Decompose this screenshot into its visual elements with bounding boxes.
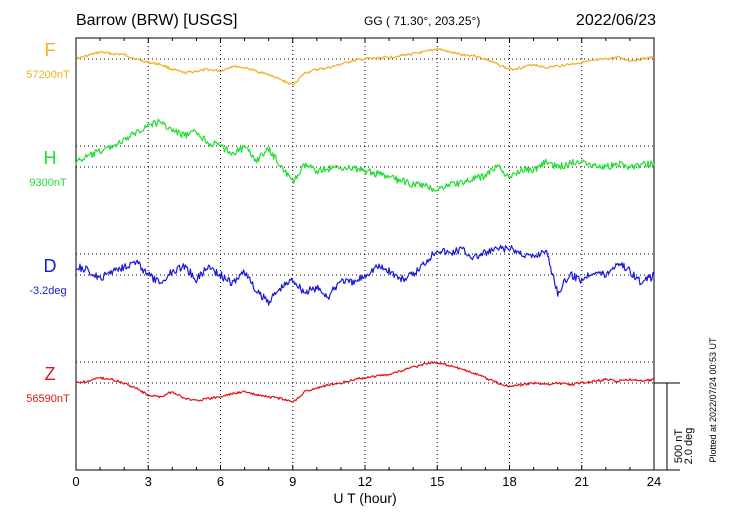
series-traces <box>75 47 655 403</box>
series-name-d: D <box>44 256 57 276</box>
series-name-f: F <box>45 40 56 60</box>
series-name-z: Z <box>45 364 56 384</box>
x-tick-label-24: 24 <box>647 474 661 489</box>
x-tick-label-3: 3 <box>145 474 152 489</box>
series-name-h: H <box>44 148 57 168</box>
x-tick-label-6: 6 <box>217 474 224 489</box>
series-baseline-label-f: 57200nT <box>26 69 70 81</box>
series-line-z <box>75 361 655 403</box>
grid-lines <box>76 38 654 470</box>
series-line-h <box>75 118 655 193</box>
series-labels: F 57200nT H 9300nT D -3.2deg Z 56590nT <box>26 40 70 405</box>
x-tick-label-12: 12 <box>358 474 372 489</box>
x-axis-title: U T (hour) <box>333 490 396 506</box>
scale-bar-deg-label: 2.0 deg <box>683 428 695 465</box>
scale-bar: 500 nT 2.0 deg <box>654 382 695 471</box>
axis-ticks: 0 3 6 9 12 15 18 21 24 <box>72 38 661 489</box>
scale-bar-nt-label: 500 nT <box>673 429 685 464</box>
series-baseline-label-z: 56590nT <box>26 393 70 405</box>
series-line-f <box>75 47 655 86</box>
series-baseline-label-d: -3.2deg <box>29 285 66 297</box>
station-title: Barrow (BRW) [USGS] <box>76 12 238 29</box>
x-tick-label-9: 9 <box>289 474 296 489</box>
series-line-d <box>75 244 655 306</box>
x-tick-label-0: 0 <box>72 474 79 489</box>
series-baseline-label-h: 9300nT <box>29 177 67 189</box>
x-tick-label-21: 21 <box>575 474 589 489</box>
x-tick-label-15: 15 <box>430 474 444 489</box>
x-tick-label-18: 18 <box>502 474 516 489</box>
plotted-at-note: Plotted at 2022/07/24 00:53 UT <box>708 337 718 463</box>
plot-date: 2022/06/23 <box>576 12 656 29</box>
station-coordinates: GG ( 71.30°, 203.25°) <box>364 14 480 28</box>
